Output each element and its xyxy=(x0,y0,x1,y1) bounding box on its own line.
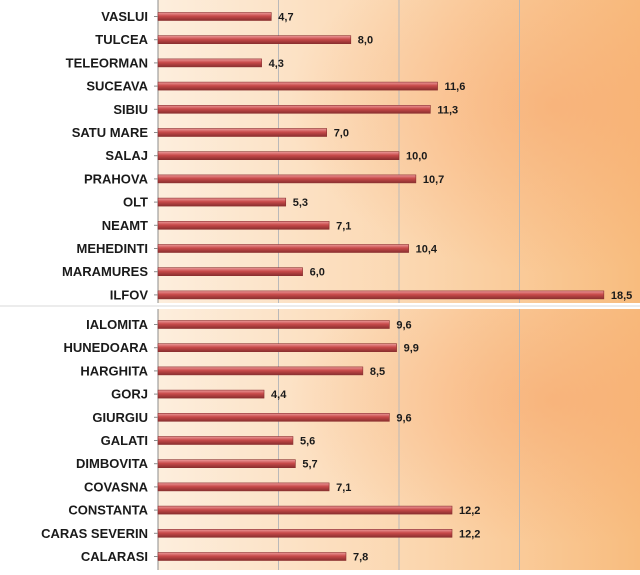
category-label: OLT xyxy=(123,195,148,210)
data-label: 4,3 xyxy=(269,58,284,70)
data-label: 5,3 xyxy=(293,197,308,209)
bar-salaj xyxy=(157,151,400,160)
data-label: 10,4 xyxy=(416,244,438,256)
data-label: 18,5 xyxy=(611,290,632,302)
category-label: TULCEA xyxy=(95,32,148,47)
data-label: 9,6 xyxy=(396,320,411,332)
category-label: GIURGIU xyxy=(92,410,148,425)
bar-hunedoara xyxy=(157,343,397,353)
data-label: 10,0 xyxy=(406,151,427,163)
data-label: 11,6 xyxy=(445,81,466,93)
data-label: 4,4 xyxy=(271,389,287,401)
data-label: 12,2 xyxy=(459,505,480,517)
bar-prahova xyxy=(157,174,417,184)
bar-satu-mare xyxy=(157,128,327,137)
category-label: MARAMURES xyxy=(62,264,148,279)
data-label: 5,7 xyxy=(302,459,317,471)
category-label: DIMBOVITA xyxy=(76,456,149,471)
data-label: 4,7 xyxy=(278,12,293,24)
category-label: ILFOV xyxy=(110,287,149,302)
bar-giurgiu xyxy=(157,412,390,422)
category-label: NEAMT xyxy=(102,218,148,233)
category-label: TELEORMAN xyxy=(66,55,148,70)
category-label: CALARASI xyxy=(81,549,148,564)
bar-constanta xyxy=(157,505,453,515)
category-label: VASLUI xyxy=(101,9,148,24)
category-label: SALAJ xyxy=(105,148,148,163)
bar-tulcea xyxy=(157,35,352,45)
data-label: 6,0 xyxy=(310,267,325,279)
bar-calarasi xyxy=(157,552,347,561)
bar-vaslui xyxy=(157,12,272,21)
category-label: HARGHITA xyxy=(80,363,148,378)
bar-dimbovita xyxy=(157,459,296,469)
category-label: MEHEDINTI xyxy=(77,241,149,256)
bar-suceava xyxy=(157,81,438,91)
category-label: GORJ xyxy=(111,387,148,402)
bar-galati xyxy=(157,436,294,445)
data-label: 5,6 xyxy=(300,436,315,448)
bar-covasna xyxy=(157,482,330,492)
category-label: CARAS SEVERIN xyxy=(41,526,148,541)
category-label: SIBIU xyxy=(113,102,148,117)
bar-harghita xyxy=(157,366,364,376)
data-label: 8,5 xyxy=(370,366,385,378)
category-label: SATU MARE xyxy=(72,125,149,140)
data-label: 8,0 xyxy=(358,35,373,47)
category-label: HUNEDOARA xyxy=(64,340,149,355)
category-label: COVASNA xyxy=(84,479,149,494)
bar-caras-severin xyxy=(157,528,453,538)
category-label: SUCEAVA xyxy=(86,79,148,94)
data-label: 11,3 xyxy=(437,104,458,116)
data-label: 7,1 xyxy=(336,482,351,494)
category-label: IALOMITA xyxy=(86,317,148,332)
bar-maramures xyxy=(157,267,303,277)
bar-gorj xyxy=(157,389,265,399)
data-label: 7,0 xyxy=(334,128,349,140)
bar-neamt xyxy=(157,221,330,230)
chart-panel-2: IALOMITA 9,6 HUNEDOARA 9,9 HARGHITA 8,5 GORJ 4,… xyxy=(41,309,640,570)
category-label: PRAHOVA xyxy=(84,171,149,186)
data-label: 9,6 xyxy=(396,412,411,424)
category-label: GALATI xyxy=(101,433,148,448)
bar-teleorman xyxy=(157,58,262,68)
bar-ilfov xyxy=(157,290,605,300)
data-label: 10,7 xyxy=(423,174,444,186)
chart-panel-1: VASLUI 4,7 TULCEA 8,0 TELEORMAN 4,3 SUCEAVA 11,… xyxy=(62,0,640,303)
bar-olt xyxy=(157,197,287,207)
bar-ialomita xyxy=(157,320,390,329)
data-label: 7,8 xyxy=(353,552,368,564)
data-label: 9,9 xyxy=(404,343,419,355)
bar-mehedinti xyxy=(157,244,409,253)
bar-sibiu xyxy=(157,105,431,114)
data-label: 12,2 xyxy=(459,528,480,540)
data-label: 7,1 xyxy=(336,220,351,232)
category-label: CONSTANTA xyxy=(68,503,148,518)
